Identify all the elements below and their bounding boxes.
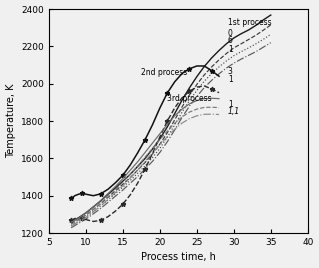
Text: 1st process: 1st process: [228, 18, 271, 27]
X-axis label: Process time, h: Process time, h: [141, 252, 216, 262]
Text: 0: 0: [228, 29, 233, 38]
Text: 3rd process: 3rd process: [167, 94, 212, 103]
Text: 1,1: 1,1: [228, 107, 240, 116]
Text: 1: 1: [228, 75, 233, 84]
Text: 6: 6: [228, 36, 233, 45]
Text: 3: 3: [228, 67, 233, 76]
Text: 1: 1: [228, 45, 233, 54]
Text: 1: 1: [228, 100, 233, 109]
Y-axis label: Temperature, K: Temperature, K: [5, 84, 16, 158]
Text: 2nd process: 2nd process: [141, 68, 188, 77]
